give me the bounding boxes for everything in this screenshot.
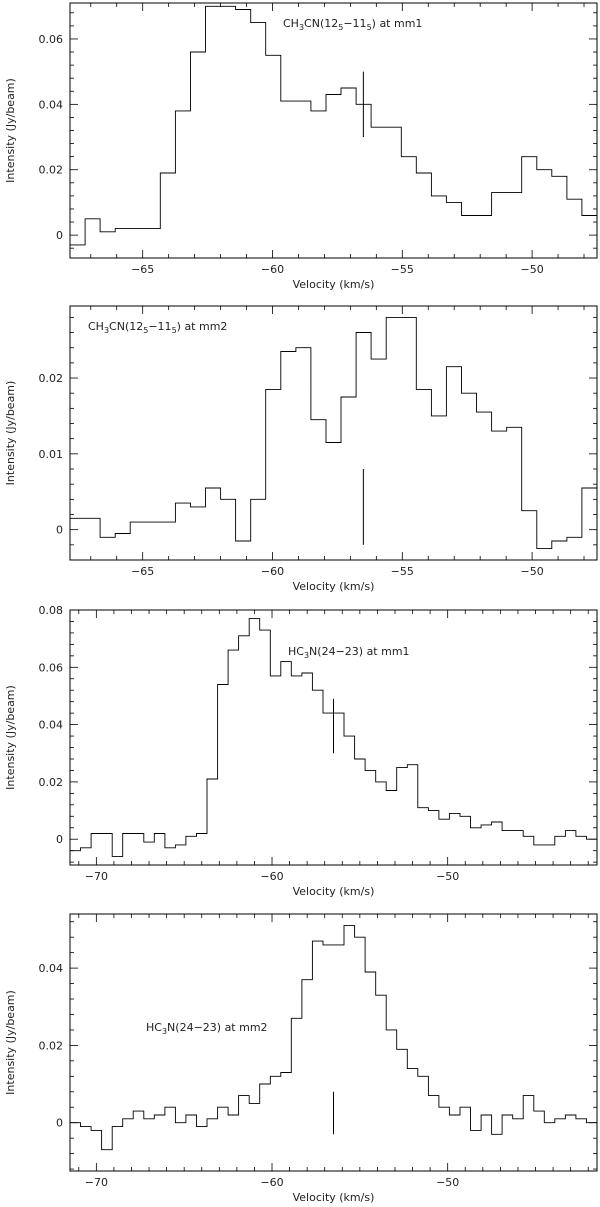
x-tick-label: −50 xyxy=(520,263,543,276)
y-tick-label: 0.04 xyxy=(39,98,64,111)
line-annotation: CH3CN(125−115) at mm2 xyxy=(88,320,227,335)
x-tick-label: −50 xyxy=(520,565,543,578)
y-tick-label: 0.06 xyxy=(39,661,64,674)
plot-frame xyxy=(69,913,598,1172)
y-tick-label: 0.04 xyxy=(39,719,64,732)
y-tick-label: 0.02 xyxy=(39,372,64,385)
spectrum-line xyxy=(70,5,597,246)
x-tick-label: −50 xyxy=(436,1176,459,1189)
x-axis-label: Velocity (km/s) xyxy=(293,1191,375,1204)
x-tick-label: −70 xyxy=(85,1176,108,1189)
x-axis-label: Velocity (km/s) xyxy=(293,885,375,898)
y-tick-label: 0.02 xyxy=(39,164,64,177)
plot-frame xyxy=(69,2,598,259)
y-axis-label: Intensity (Jy/beam) xyxy=(4,381,17,486)
spectrum-panel-1: −65 −60 −55 −50 0 0.02 0.04 0.06 Velocity (km/s)… xyxy=(4,2,598,291)
y-tick-label: 0.02 xyxy=(39,1039,64,1052)
spectrum-line xyxy=(70,618,597,857)
plot-frame xyxy=(69,305,598,561)
x-tick-label: −65 xyxy=(131,263,154,276)
spectrum-line xyxy=(70,316,597,550)
x-tick-label: −70 xyxy=(85,870,108,883)
x-tick-label: −55 xyxy=(391,565,414,578)
y-tick-label: 0.02 xyxy=(39,776,64,789)
line-annotation: CH3CN(125−115) at mm1 xyxy=(283,17,422,32)
x-tick-label: −60 xyxy=(261,263,284,276)
spectrum-panel-3: −70 −60 −50 0 0.02 0.04 0.06 0.08 Velocity (km/s… xyxy=(4,604,598,898)
x-tick-label: −60 xyxy=(260,1176,283,1189)
y-tick-label: 0 xyxy=(56,833,63,846)
x-tick-label: −60 xyxy=(260,870,283,883)
x-tick-label: −60 xyxy=(261,565,284,578)
y-axis-label: Intensity (Jy/beam) xyxy=(4,78,17,183)
x-tick-label: −65 xyxy=(131,565,154,578)
x-axis-label: Velocity (km/s) xyxy=(293,278,375,291)
x-tick-label: −55 xyxy=(391,263,414,276)
y-tick-label: 0 xyxy=(56,524,63,537)
spectrum-panel-4: −70 −60 −50 0 0.02 0.04 Velocity (km/s) Intensi… xyxy=(4,913,598,1204)
line-annotation: HC3N(24−23) at mm1 xyxy=(288,645,410,660)
x-tick-label: −50 xyxy=(436,870,459,883)
y-tick-label: 0.01 xyxy=(39,448,64,461)
y-tick-label: 0 xyxy=(56,1117,63,1130)
spectrum-panel-2: −65 −60 −55 −50 0 0.01 0.02 Velocity (km/s) Inte… xyxy=(4,305,598,593)
line-annotation: HC3N(24−23) at mm2 xyxy=(146,1021,268,1036)
x-axis-label: Velocity (km/s) xyxy=(293,580,375,593)
y-tick-label: 0 xyxy=(56,229,63,242)
spectrum-line xyxy=(70,925,597,1151)
y-axis-label: Intensity (Jy/beam) xyxy=(4,990,17,1095)
y-tick-label: 0.04 xyxy=(39,962,64,975)
y-tick-label: 0.08 xyxy=(39,604,64,617)
plot-frame xyxy=(69,609,598,866)
y-tick-label: 0.06 xyxy=(39,33,64,46)
y-axis-label: Intensity (Jy/beam) xyxy=(4,685,17,790)
